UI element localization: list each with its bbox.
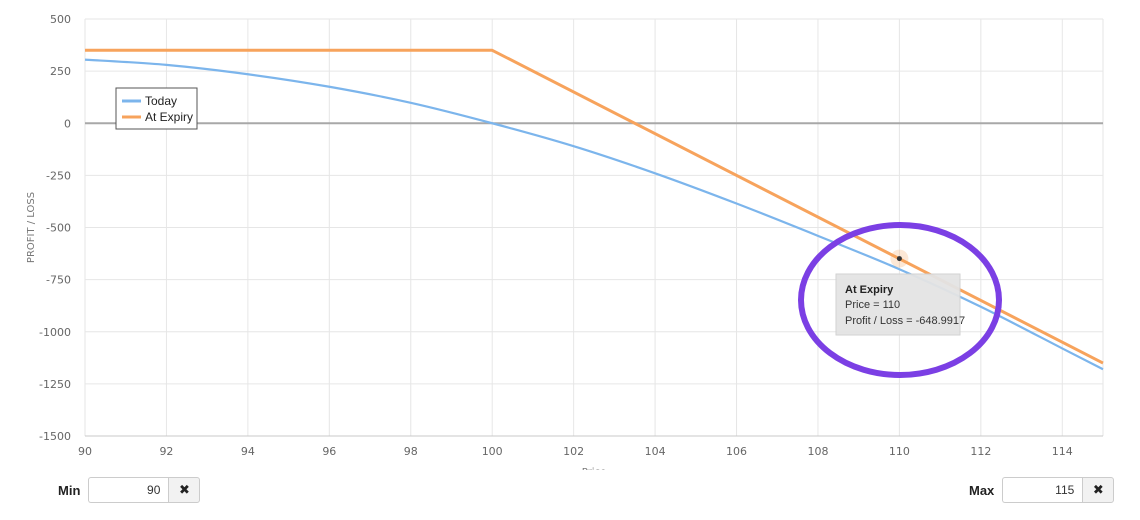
x-tick-label: 104 — [645, 445, 666, 458]
legend-box — [115, 87, 198, 130]
max-range-control: Max 115 ✖ — [969, 476, 1115, 504]
x-axis-title: Price — [582, 467, 606, 470]
x-tick-label: 102 — [563, 445, 584, 458]
x-tick-label: 98 — [404, 445, 418, 458]
y-tick-label: 0 — [64, 117, 71, 130]
tooltip-box — [835, 273, 961, 336]
x-tick-label: 92 — [159, 445, 173, 458]
y-tick-label: 250 — [50, 65, 71, 78]
y-tick-label: -1500 — [39, 430, 71, 443]
min-label: Min — [58, 482, 81, 498]
x-tick-label: 114 — [1052, 445, 1073, 458]
min-clear-button[interactable]: ✖ — [168, 477, 201, 503]
max-input[interactable]: 115 — [1002, 477, 1083, 503]
y-tick-label: -250 — [46, 169, 71, 182]
x-tick-label: 110 — [889, 445, 910, 458]
max-label: Max — [969, 482, 995, 498]
tooltip-profit-loss: Profit / Loss = -648.9917 — [845, 315, 965, 327]
y-tick-label: -1250 — [39, 378, 71, 391]
y-tick-label: -1000 — [39, 326, 71, 339]
highlight-circle — [798, 222, 1002, 378]
x-tick-label: 108 — [807, 445, 828, 458]
legend-label: Today — [145, 94, 177, 108]
x-tick-label: 90 — [78, 445, 92, 458]
y-axis-title: PROFIT / LOSS — [26, 192, 37, 263]
min-range-control: Min 90 ✖ — [58, 476, 201, 504]
x-tick-label: 106 — [726, 445, 747, 458]
pnl-chart: 500 250 0 -250 -500 -750 -1000 -1250 -1500 90 92 94… — [26, 13, 1104, 470]
legend-label: At Expiry — [145, 110, 193, 124]
x-tick-label: 100 — [482, 445, 503, 458]
x-tick-label: 112 — [970, 445, 991, 458]
x-tick-label: 96 — [322, 445, 336, 458]
y-tick-label: -500 — [46, 222, 71, 235]
y-tick-label: 500 — [50, 13, 71, 26]
max-clear-button[interactable]: ✖ — [1082, 477, 1115, 503]
tooltip-title: At Expiry — [845, 284, 894, 296]
min-input[interactable]: 90 — [88, 477, 169, 503]
hover-point — [896, 256, 902, 262]
x-tick-label: 94 — [241, 445, 255, 458]
y-tick-label: -750 — [46, 274, 71, 287]
tooltip-price: Price = 110 — [845, 299, 900, 311]
